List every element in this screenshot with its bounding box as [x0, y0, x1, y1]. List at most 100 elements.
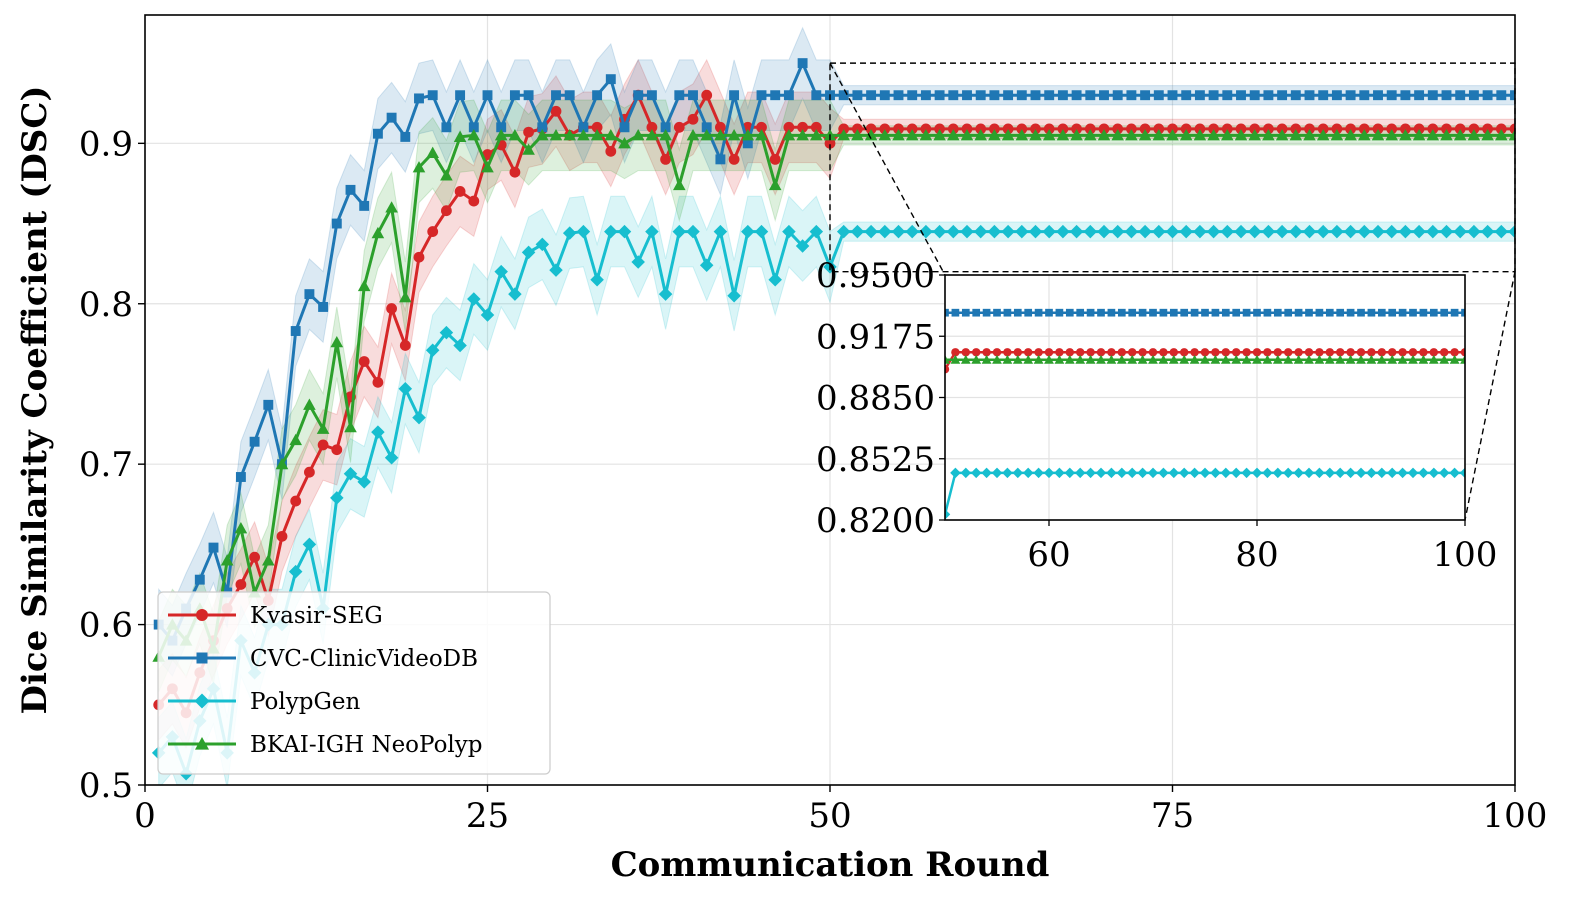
data-point [235, 472, 246, 482]
inset-data-point [1377, 308, 1386, 317]
data-point [1386, 90, 1397, 101]
data-point [194, 574, 205, 585]
data-point [275, 457, 289, 470]
data-point [1439, 224, 1454, 239]
data-point [1359, 90, 1370, 101]
zoom-connectors [829, 62, 1516, 521]
data-point [1236, 90, 1246, 101]
inset-data-point [960, 354, 971, 364]
inset-data-point [1168, 467, 1180, 479]
inset-data-point [1012, 354, 1023, 364]
data-point [1152, 224, 1166, 239]
legend-marker [194, 693, 210, 709]
data-point [660, 153, 671, 165]
data-point [674, 90, 685, 101]
data-point [508, 287, 522, 301]
data-point [1330, 129, 1344, 141]
data-point [1221, 123, 1233, 135]
inset-data-point [1428, 354, 1439, 364]
data-point [1343, 224, 1358, 239]
data-point [1427, 123, 1439, 135]
inset-data-point [1117, 308, 1126, 317]
inset-data-point [981, 354, 992, 364]
inset-data-point [1200, 354, 1210, 364]
data-point [1124, 224, 1139, 239]
data-point [523, 126, 534, 138]
data-point [920, 90, 931, 101]
inset-data-point [1376, 354, 1387, 364]
inset-data-point [1419, 348, 1428, 357]
data-point [1222, 90, 1233, 101]
data-point [1316, 224, 1330, 239]
inset-data-point [1013, 308, 1022, 317]
data-point [1194, 123, 1206, 135]
x-tick-label: 75 [1151, 796, 1194, 836]
data-point [811, 90, 822, 101]
data-point [1056, 224, 1070, 239]
data-point [1357, 224, 1372, 239]
inset-data-point [1022, 467, 1034, 479]
data-point [1508, 129, 1515, 141]
inset-data-point [1044, 354, 1054, 364]
data-point [987, 224, 1002, 239]
legend: Kvasir-SEG CVC-ClinicVideoDB PolypGen BKAI-… [157, 591, 551, 775]
data-point [1468, 90, 1479, 101]
inset-data-point [1220, 467, 1232, 479]
data-point [755, 129, 768, 141]
inset-data-point [1211, 308, 1220, 317]
data-point [631, 129, 645, 141]
inset-data-point [1085, 354, 1096, 364]
data-point [1263, 90, 1274, 101]
data-point [1290, 123, 1302, 135]
inset-data-point [1159, 308, 1168, 317]
data-point [331, 218, 342, 229]
inset-data-point [1461, 308, 1465, 317]
data-point [316, 422, 330, 434]
inset-data-point [1336, 308, 1345, 317]
inset-data-point [1106, 467, 1117, 479]
data-point [1482, 90, 1493, 101]
inset-data-point [1398, 348, 1407, 357]
inset-data-point [1064, 354, 1075, 364]
inset-data-point [1200, 348, 1210, 357]
inset-data-point [950, 467, 961, 479]
data-point [1042, 224, 1056, 239]
inset-data-point [1241, 467, 1252, 479]
inset-x-tick-label: 60 [1027, 535, 1070, 575]
inset-data-point [1450, 308, 1459, 317]
data-point [317, 439, 329, 451]
inset-data-point [1335, 354, 1346, 364]
data-point [1001, 224, 1015, 239]
data-point [386, 112, 397, 123]
inset-data-point [1189, 467, 1200, 479]
data-point [658, 287, 673, 301]
data-point [934, 90, 945, 101]
data-point [1304, 90, 1315, 101]
data-point [1126, 123, 1137, 135]
inset-data-point [991, 467, 1003, 479]
inset-data-point [1097, 308, 1105, 317]
data-point [1016, 90, 1027, 101]
data-point [948, 90, 959, 101]
data-point [633, 90, 644, 101]
data-point [563, 129, 576, 141]
inset-data-point [1180, 348, 1189, 357]
series-line [157, 230, 1515, 776]
inset-data-point [1324, 354, 1335, 364]
inset-data-point [1096, 354, 1106, 364]
data-point [838, 90, 849, 101]
inset-data-point [992, 348, 1002, 357]
data-point [467, 129, 481, 141]
data-point [289, 433, 302, 446]
inset-data-point [1388, 308, 1397, 317]
inset-data-point [1106, 354, 1117, 364]
inset-lines [945, 308, 1465, 520]
data-point [358, 356, 370, 367]
main-ticks: 0 25 50 75 100 0.5 0.6 0.7 0.8 0.9 [79, 124, 1548, 836]
legend-marker [196, 609, 208, 621]
data-point [1412, 224, 1426, 239]
data-point [304, 466, 315, 478]
y-tick-label: 0.5 [79, 766, 133, 806]
data-point [1510, 90, 1515, 101]
data-point [578, 122, 589, 133]
